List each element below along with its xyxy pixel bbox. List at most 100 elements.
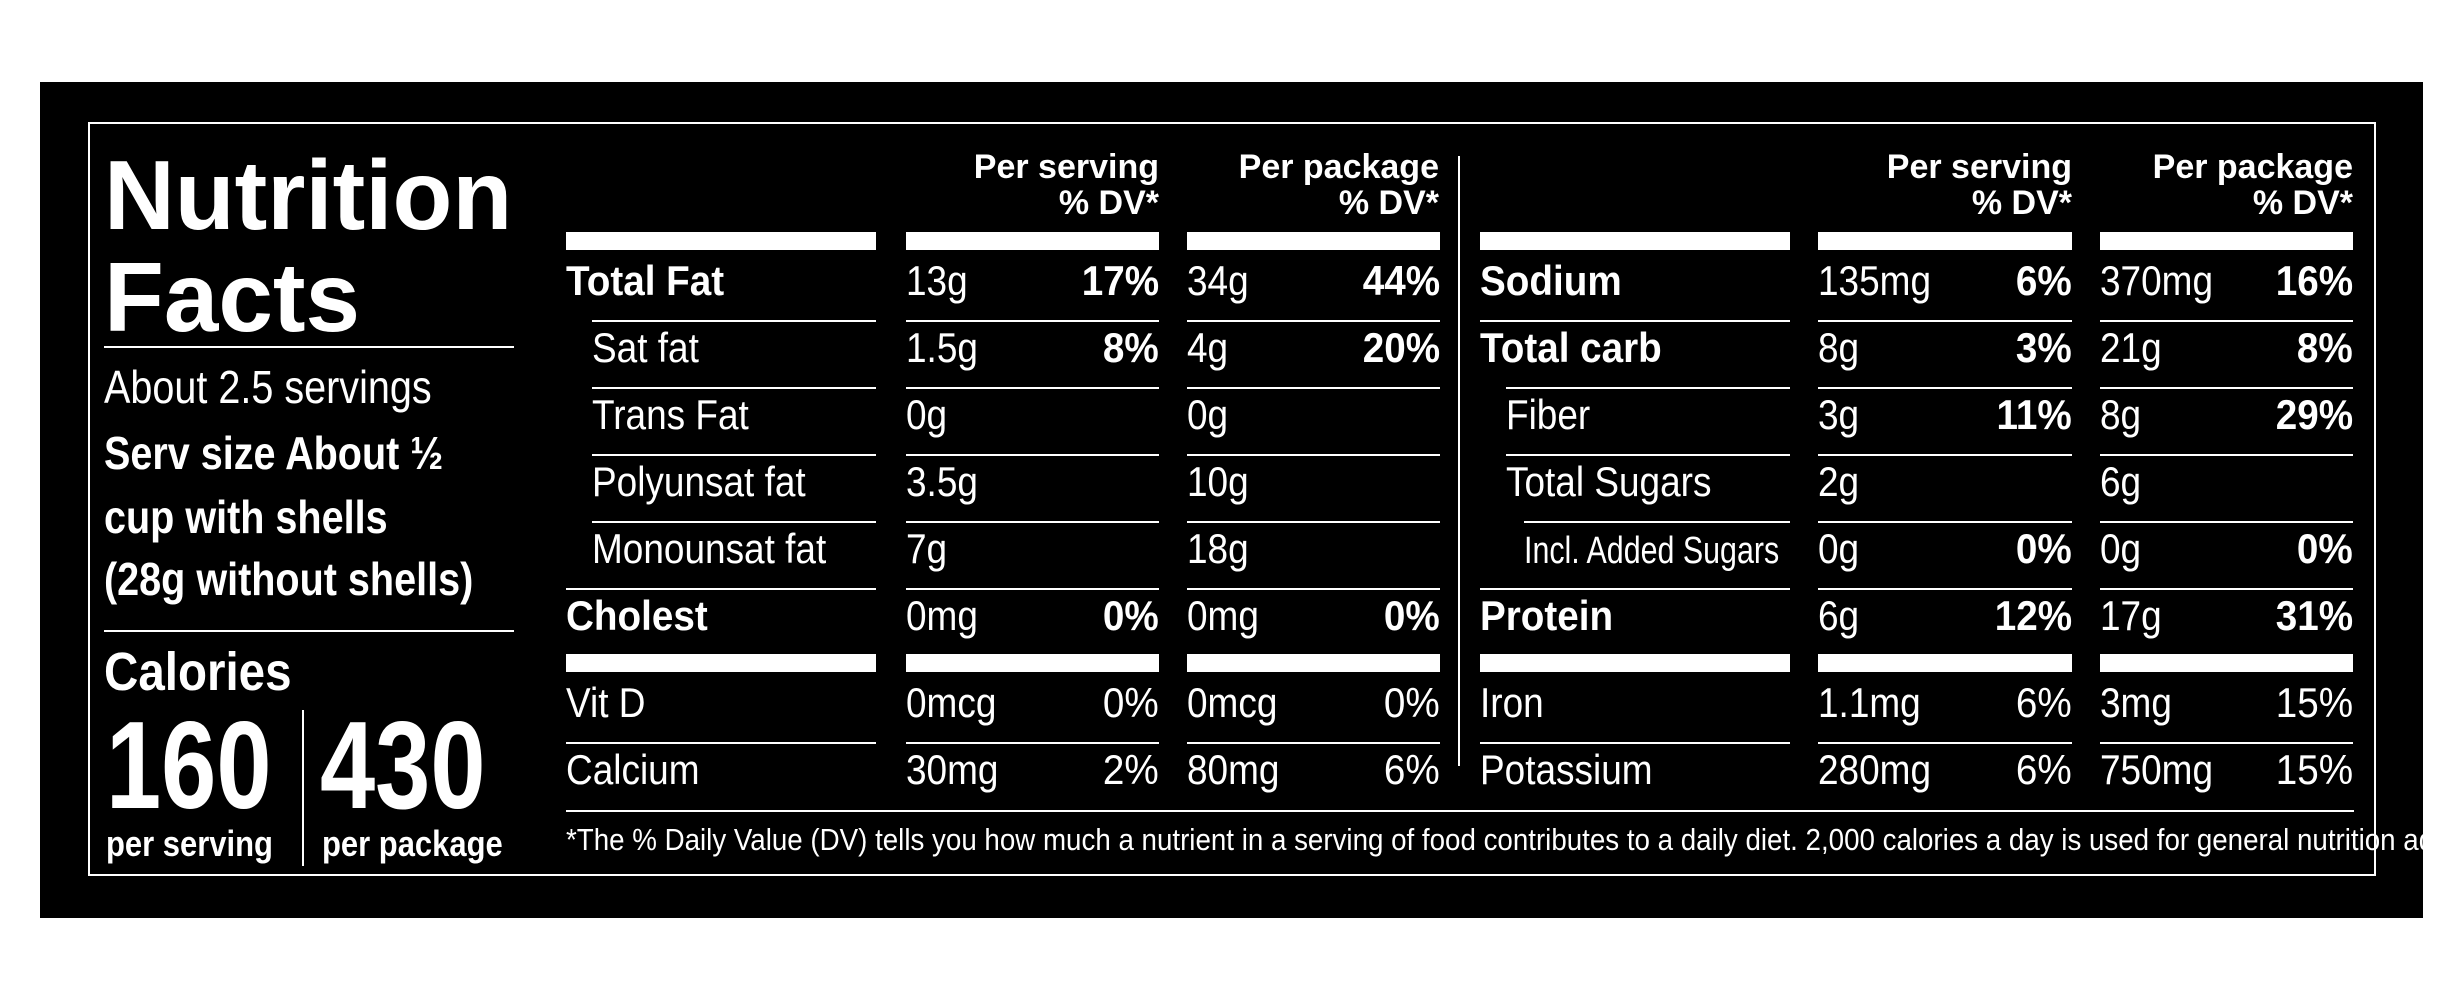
daily-value-percent: 0%	[1384, 592, 1440, 639]
nutrient-amount: 0g	[1187, 391, 1229, 438]
nutrient-amount: 6g	[2100, 458, 2142, 505]
nutrient-name: Total Sugars	[1506, 458, 1712, 505]
nutrient-name: Sat fat	[592, 324, 699, 371]
daily-value-percent: 0%	[1384, 679, 1440, 726]
serv-size-line2: cup with shells	[104, 491, 388, 543]
daily-value-percent: 15%	[2275, 679, 2353, 726]
row-separator	[1818, 588, 2072, 590]
nutrient-name: Total Fat	[566, 257, 725, 304]
row-separator	[906, 454, 1159, 456]
thick-bar	[1818, 232, 2072, 250]
nutrient-name: Potassium	[1480, 746, 1653, 793]
nutrient-amount: 135mg	[1818, 257, 1932, 304]
row-separator	[1818, 387, 2072, 389]
nutrient-amount: 18g	[1187, 525, 1249, 572]
header-left-per-serving: Per serving % DV*	[973, 148, 1159, 222]
nutrient-amount: 0mcg	[906, 679, 997, 726]
daily-value-percent: 3%	[2016, 324, 2072, 371]
daily-value-percent: 12%	[1994, 592, 2072, 639]
daily-value-percent: 6%	[1384, 746, 1440, 793]
nutrient-name: Cholest	[566, 592, 708, 639]
row-separator	[2100, 521, 2353, 523]
daily-value-percent: 0%	[2297, 525, 2353, 572]
nutrient-amount: 0g	[2100, 525, 2142, 572]
header-right-per-serving: Per serving % DV*	[1886, 148, 2072, 222]
row-separator	[1506, 454, 1790, 456]
nutrient-name: Sodium	[1480, 257, 1622, 304]
serv-size-line1: Serv size About ½	[104, 427, 444, 479]
header-left-per-package: Per package % DV*	[1238, 148, 1439, 222]
daily-value-percent: 11%	[1996, 391, 2072, 438]
row-separator	[566, 742, 876, 744]
row-separator	[1818, 742, 2072, 744]
label-frame	[88, 122, 2376, 876]
nutrient-name: Total carb	[1480, 324, 1662, 371]
thick-bar	[1818, 654, 2072, 672]
thick-bar	[1480, 654, 1790, 672]
daily-value-percent: 6%	[2016, 746, 2072, 793]
serv-size-line3: (28g without shells)	[104, 553, 474, 605]
thick-bar	[906, 232, 1159, 250]
row-separator	[906, 320, 1159, 322]
daily-value-percent: 29%	[2275, 391, 2353, 438]
row-separator	[2100, 742, 2353, 744]
row-separator	[592, 521, 876, 523]
daily-value-percent: 6%	[2016, 257, 2072, 304]
nutrient-amount: 6g	[1818, 592, 1860, 639]
calories-label: Calories	[104, 642, 292, 702]
row-separator	[906, 588, 1159, 590]
daily-value-percent: 20%	[1362, 324, 1440, 371]
row-separator	[1187, 320, 1440, 322]
header-right-per-package: Per package % DV*	[2152, 148, 2353, 222]
calories-separator	[302, 710, 304, 866]
title-divider	[104, 346, 514, 348]
nutrient-amount: 2g	[1818, 458, 1860, 505]
nutrient-amount: 7g	[906, 525, 948, 572]
nutrient-name: Incl. Added Sugars	[1524, 530, 1780, 572]
nutrient-amount: 0mg	[1187, 592, 1259, 639]
nutrient-amount: 10g	[1187, 458, 1249, 505]
thick-bar	[1187, 232, 1440, 250]
row-separator	[566, 588, 876, 590]
row-separator	[1818, 521, 2072, 523]
row-separator	[906, 521, 1159, 523]
nutrient-amount: 3g	[1818, 391, 1860, 438]
nutrient-name: Calcium	[566, 746, 700, 793]
thick-bar	[1187, 654, 1440, 672]
row-separator	[1480, 320, 1790, 322]
nutrient-amount: 30mg	[906, 746, 999, 793]
nutrient-name: Trans Fat	[592, 391, 749, 438]
row-separator	[1524, 521, 1790, 523]
daily-value-percent: 31%	[2275, 592, 2353, 639]
row-separator	[1187, 454, 1440, 456]
thick-bar	[1480, 232, 1790, 250]
footnote: *The % Daily Value (DV) tells you how mu…	[566, 822, 2463, 857]
nutrient-amount: 3mg	[2100, 679, 2172, 726]
nutrient-amount: 0mcg	[1187, 679, 1278, 726]
nutrient-amount: 0mg	[906, 592, 978, 639]
nutrient-name: Fiber	[1506, 391, 1591, 438]
row-separator	[2100, 454, 2353, 456]
nutrient-amount: 17g	[2100, 592, 2162, 639]
thick-bar	[2100, 654, 2353, 672]
row-separator	[1480, 742, 1790, 744]
daily-value-percent: 16%	[2275, 257, 2353, 304]
daily-value-percent: 44%	[1362, 257, 1440, 304]
thick-bar	[566, 232, 876, 250]
thick-bar	[906, 654, 1159, 672]
daily-value-percent: 8%	[1103, 324, 1159, 371]
row-separator	[1187, 387, 1440, 389]
row-separator	[1480, 588, 1790, 590]
servings-text: About 2.5 servings	[104, 361, 432, 413]
row-separator	[1187, 742, 1440, 744]
nutrient-amount: 280mg	[1818, 746, 1932, 793]
row-separator	[1506, 387, 1790, 389]
row-separator	[592, 387, 876, 389]
nutrient-amount: 80mg	[1187, 746, 1280, 793]
title-nutrition: Nutrition	[104, 140, 513, 250]
footnote-divider	[566, 810, 2354, 812]
nutrient-amount: 0g	[1818, 525, 1860, 572]
label-background	[40, 82, 2423, 918]
daily-value-percent: 8%	[2297, 324, 2353, 371]
nutrient-amount: 21g	[2100, 324, 2162, 371]
